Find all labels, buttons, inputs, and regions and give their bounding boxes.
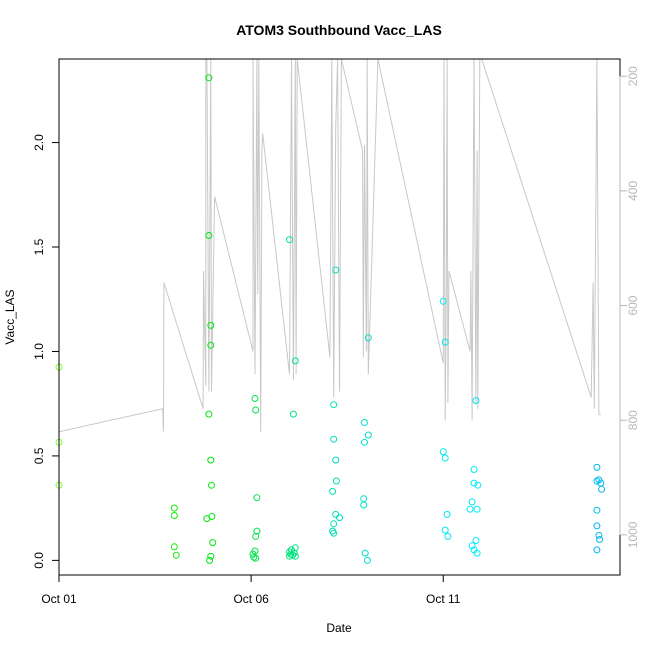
y2-tick-label: 1000 [626, 521, 640, 548]
x-axis-label: Date [326, 621, 352, 635]
data-point [593, 506, 601, 514]
data-point [439, 297, 447, 305]
y-tick-label: 0.5 [32, 447, 46, 464]
data-point [205, 410, 213, 418]
data-point [203, 515, 211, 523]
data-point [443, 510, 451, 518]
data-point [466, 505, 474, 513]
data-point [207, 552, 215, 560]
data-point [330, 435, 338, 443]
data-point [253, 527, 261, 535]
y2-axis: 200 400 600 800 1000 [619, 66, 640, 548]
data-point [468, 542, 476, 550]
y-tick-label: 0.0 [32, 552, 46, 569]
y2-tick-label: 400 [626, 181, 640, 201]
data-point [286, 236, 293, 244]
data-point [593, 477, 601, 485]
data-point [206, 556, 214, 564]
x-axis: Oct 01 Oct 06 Oct 11 [41, 574, 461, 606]
data-point [291, 544, 299, 552]
data-point [474, 481, 482, 489]
data-point [330, 529, 338, 537]
data-point [598, 485, 606, 493]
data-point [207, 456, 215, 464]
data-point [291, 552, 299, 560]
data-point [170, 512, 178, 519]
y-axis-label: Vacc_LAS [3, 289, 17, 344]
data-point [329, 487, 337, 495]
data-point [207, 321, 215, 329]
data-point [596, 536, 604, 543]
y-axis: 0.0 0.5 1.0 1.5 2.0 [32, 134, 60, 569]
data-point [473, 505, 481, 513]
data-point [205, 232, 213, 239]
data-point [472, 397, 480, 405]
data-point [360, 501, 368, 509]
data-point [441, 338, 449, 346]
data-point [253, 494, 261, 502]
data-point [251, 395, 259, 402]
data-point [472, 537, 480, 544]
data-point [208, 481, 215, 489]
data-point [364, 334, 372, 342]
data-point [252, 406, 260, 414]
data-point [330, 401, 338, 409]
data-point [252, 554, 260, 562]
data-point [361, 419, 368, 426]
data-point [441, 526, 449, 534]
data-point [205, 74, 213, 82]
data-point [290, 549, 298, 557]
data-point [439, 448, 447, 456]
data-point [332, 477, 340, 485]
data-point [172, 551, 180, 559]
data-point [364, 556, 371, 564]
y2-tick-label: 600 [626, 295, 640, 315]
chart-title: ATOM3 Southbound Vacc_LAS [236, 22, 442, 38]
y-tick-label: 1.0 [32, 343, 46, 360]
x-tick-label: Oct 11 [426, 592, 461, 606]
x-tick-label: Oct 01 [41, 592, 77, 606]
data-point [332, 266, 340, 274]
data-point [441, 454, 449, 462]
data-point [361, 549, 369, 557]
data-point [207, 341, 215, 349]
data-point [468, 498, 476, 506]
data-point [209, 539, 217, 547]
y-tick-label: 2.0 [32, 134, 46, 151]
data-point [332, 510, 340, 518]
points-layer [55, 74, 606, 564]
data-point [444, 532, 452, 540]
data-point [330, 520, 338, 528]
data-point [473, 549, 481, 557]
data-point [289, 410, 297, 418]
series-line [58, 58, 601, 433]
data-point [170, 543, 178, 551]
data-point [291, 357, 299, 365]
data-point [364, 431, 372, 439]
y2-tick-label: 800 [626, 410, 640, 430]
data-point [593, 546, 601, 554]
data-point [361, 438, 368, 446]
data-point [336, 514, 343, 522]
y2-tick-label: 200 [626, 66, 640, 86]
y-tick-label: 1.5 [32, 238, 46, 255]
data-point [593, 522, 601, 530]
data-point [360, 495, 368, 503]
data-point [332, 456, 340, 464]
data-point [593, 463, 601, 471]
x-tick-label: Oct 06 [233, 592, 269, 606]
line-layer [58, 58, 601, 433]
data-point [595, 531, 603, 539]
data-point [470, 466, 478, 473]
data-point [470, 479, 478, 487]
data-point [170, 504, 178, 512]
data-point [252, 532, 260, 540]
